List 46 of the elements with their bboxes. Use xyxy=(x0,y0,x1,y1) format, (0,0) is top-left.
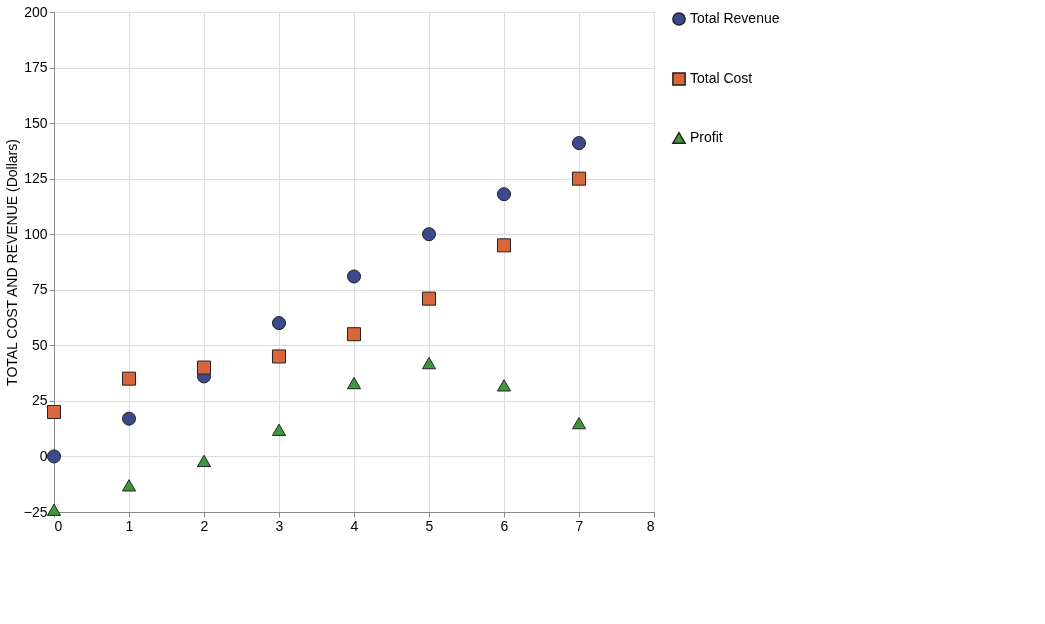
point xyxy=(571,136,587,151)
point xyxy=(271,316,287,331)
y-tick-label: 75 xyxy=(31,281,48,298)
point xyxy=(46,449,62,464)
point xyxy=(571,416,587,430)
point xyxy=(121,371,137,386)
x-tick-label: 6 xyxy=(500,517,509,534)
point xyxy=(121,411,137,426)
x-tick-label: 4 xyxy=(350,517,359,534)
legend-label: Profit xyxy=(690,129,723,145)
point xyxy=(46,503,62,516)
point xyxy=(196,360,212,375)
point xyxy=(346,376,362,390)
point xyxy=(121,479,137,492)
x-tick-label: 0 xyxy=(54,517,63,534)
y-tick-label: 175 xyxy=(24,59,48,76)
point xyxy=(496,187,512,202)
point xyxy=(346,269,362,284)
point xyxy=(571,171,587,186)
legend-label: Total Revenue xyxy=(690,10,780,26)
legend-label: Total Cost xyxy=(690,70,753,86)
y-tick-label: 50 xyxy=(31,336,48,353)
point xyxy=(421,356,437,370)
y-axis-title: TOTAL COST AND REVENUE (Dollars) xyxy=(3,139,20,386)
y-tick-label: 25 xyxy=(31,392,48,409)
y-tick-label: 0 xyxy=(39,447,48,464)
point xyxy=(421,291,437,306)
y-tick-label: 200 xyxy=(24,3,48,20)
x-tick-label: 7 xyxy=(575,517,584,534)
x-tick-label: 8 xyxy=(646,517,655,534)
y-tick-label: 100 xyxy=(24,225,48,242)
x-tick-label: 1 xyxy=(125,517,134,534)
y-tick-label: 125 xyxy=(24,170,48,187)
x-tick-label: 3 xyxy=(275,517,284,534)
point xyxy=(196,454,212,468)
y-tick-label: −25 xyxy=(23,503,48,520)
x-tick-label: 5 xyxy=(425,517,434,534)
point xyxy=(46,404,62,420)
x-tick-label: 2 xyxy=(200,517,209,534)
point xyxy=(346,327,362,342)
point xyxy=(496,238,512,253)
point xyxy=(496,379,512,392)
point xyxy=(421,227,437,242)
point xyxy=(271,423,287,436)
point xyxy=(271,349,287,364)
y-tick-label: 150 xyxy=(24,114,48,131)
